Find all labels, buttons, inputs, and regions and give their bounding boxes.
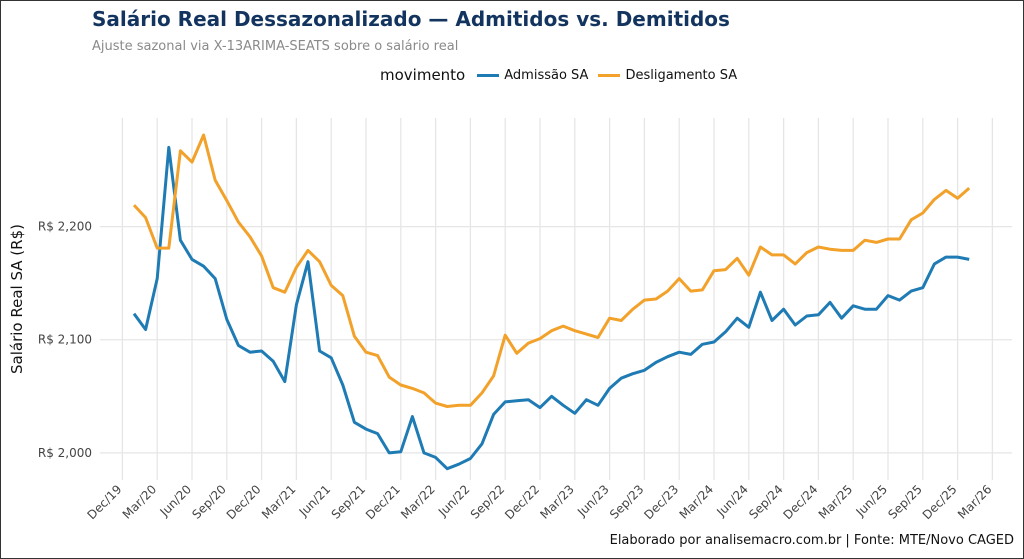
y-tick-label: R$ 2,000 — [38, 446, 92, 460]
legend-item-admissao: Admissão SA — [477, 68, 588, 83]
y-tick-label: R$ 2,100 — [38, 333, 92, 347]
series-line-admissao — [132, 145, 970, 471]
chart-title: Salário Real Dessazonalizado — Admitidos… — [92, 7, 730, 31]
x-tick-label: Sep/25 — [885, 482, 925, 522]
x-tick-label: Sep/21 — [329, 482, 369, 522]
caption: Elaborado por analisemacro.com.br | Font… — [609, 533, 1014, 548]
x-tick-label: Dec/20 — [224, 482, 264, 522]
x-tick-label: Jun/23 — [574, 482, 612, 520]
x-tick-label: Jun/21 — [296, 482, 334, 520]
x-tick-label: Mar/20 — [120, 482, 160, 522]
legend-label-admissao: Admissão SA — [504, 67, 589, 83]
legend: movimento Admissão SA Desligamento SA — [380, 66, 747, 84]
series-line-desligamento — [132, 133, 971, 408]
x-tick-label: Dec/24 — [781, 482, 821, 522]
y-axis-label: Salário Real SA (R$) — [8, 224, 26, 374]
x-tick-label: Mar/24 — [677, 482, 717, 522]
x-tick-label: Mar/22 — [398, 482, 438, 522]
chart-subtitle: Ajuste sazonal via X-13ARIMA-SEATS sobre… — [92, 39, 459, 54]
x-tick-label: Dec/22 — [502, 482, 542, 522]
x-tick-label: Jun/25 — [853, 482, 891, 520]
x-tick-label: Sep/24 — [746, 482, 786, 522]
x-tick-label: Dec/25 — [920, 482, 960, 522]
x-tick-label: Mar/26 — [955, 482, 995, 522]
x-tick-label: Jun/24 — [713, 482, 751, 520]
x-tick-label: Sep/22 — [468, 482, 508, 522]
legend-title: movimento — [380, 66, 466, 84]
x-tick-label: Sep/20 — [189, 482, 229, 522]
x-tick-label: Sep/23 — [607, 482, 647, 522]
x-tick-label: Dec/19 — [85, 482, 125, 522]
legend-key-admissao — [477, 73, 500, 77]
legend-key-desligamento — [598, 73, 621, 77]
x-tick-label: Jun/20 — [157, 482, 195, 520]
x-tick-label: Mar/25 — [816, 482, 856, 522]
x-tick-label: Dec/23 — [641, 482, 681, 522]
legend-item-desligamento: Desligamento SA — [598, 68, 737, 83]
legend-label-desligamento: Desligamento SA — [625, 67, 738, 83]
y-tick-label: R$ 2,200 — [38, 220, 92, 234]
x-tick-label: Mar/21 — [259, 482, 299, 522]
x-tick-label: Dec/21 — [363, 482, 403, 522]
x-tick-label: Jun/22 — [435, 482, 473, 520]
x-tick-label: Mar/23 — [537, 482, 577, 522]
